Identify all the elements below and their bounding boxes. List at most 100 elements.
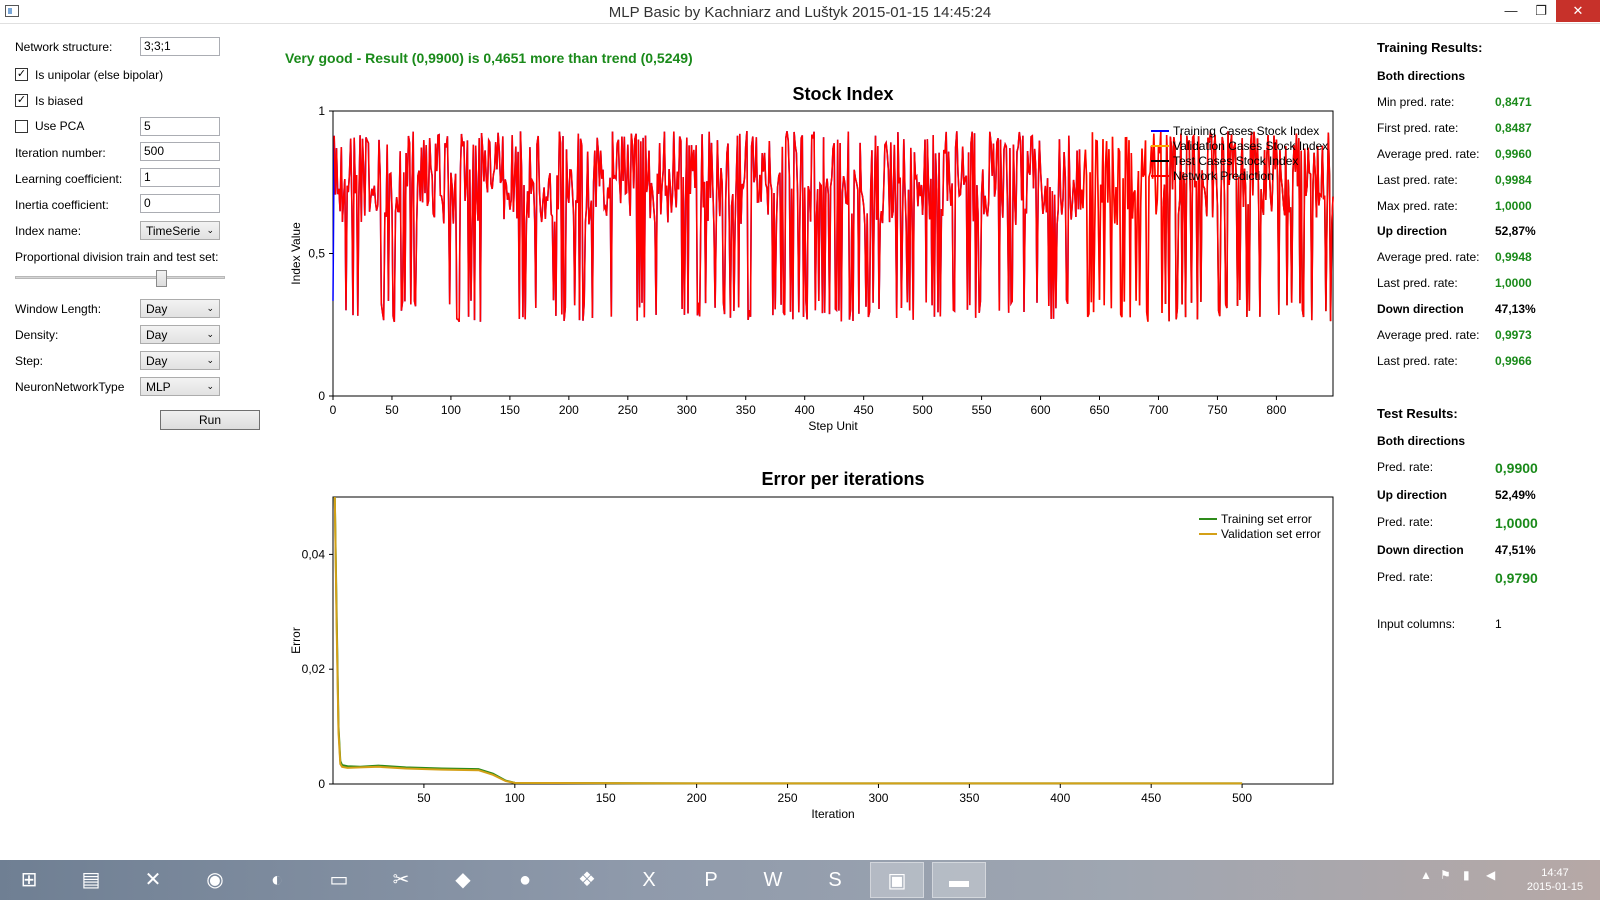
training-down-label: Down direction [1377,302,1464,316]
window-title: MLP Basic by Kachniarz and Luštyk 2015-0… [608,4,992,21]
input-columns-value: 1 [1495,617,1502,631]
x-tick-label: 200 [559,403,579,417]
sourcetree-icon[interactable]: ❖ [578,869,596,891]
pca-input[interactable]: 5 [140,117,220,136]
test-up-label: Up direction [1377,488,1448,502]
x-tick-label: 450 [854,403,874,417]
stock-index-chart: 0 50 100 150 200 250 300 350 400 450 500 550 600 650 7… [289,105,1334,433]
x-tick-label: 800 [1266,403,1286,417]
training-row-label: Last pred. rate: [1377,173,1458,187]
start-icon[interactable]: ⊞ [20,869,38,891]
chevron-down-icon: ⌄ [206,225,214,235]
run-button[interactable]: Run [160,410,260,430]
test-down-label: Down direction [1377,543,1464,557]
series-line-prediction [333,129,1334,323]
x-tick-label: 100 [505,791,525,805]
stock-index-title: Stock Index [792,84,894,104]
test-down-rate-value: 0,9790 [1495,570,1538,586]
density-value: Day [146,328,168,342]
training-both-label: Both directions [1377,69,1466,83]
flag-icon[interactable]: ⚑ [1440,868,1451,882]
test-up-rate-value: 1,0000 [1495,515,1538,531]
x-tick-label: 0 [330,403,337,417]
test-down-pct: 47,51% [1495,543,1536,557]
nn-type-select[interactable]: MLP ⌄ [140,377,220,396]
density-label: Density: [15,328,59,342]
plot-area [332,496,1334,785]
mlp-app-icon[interactable]: ▣ [870,862,924,898]
inertia-label: Inertia coefficient: [15,198,109,212]
x-tick-label: 700 [1148,403,1168,417]
gimp-icon[interactable]: ◐ [270,869,284,891]
legend-label: Test Cases Stock Index [1173,154,1298,168]
learning-input[interactable]: 1 [140,168,220,187]
clock-date: 2015-01-15 [1526,881,1584,893]
skype-icon[interactable]: S [828,869,842,891]
network-icon[interactable]: ▮ [1463,868,1470,882]
inertia-input[interactable]: 0 [140,194,220,213]
unipolar-checkbox[interactable]: ✓ [15,68,28,81]
y-axis-label: Error [289,627,303,654]
minimize-button[interactable]: — [1504,3,1518,18]
close-button[interactable]: ✕ [1556,0,1600,22]
y-tick-label: 0 [318,389,325,403]
cmd-icon[interactable]: ▬ [932,862,986,898]
legend-label: Training set error [1221,512,1312,526]
network-structure-input[interactable]: 3;3;1 [140,37,220,56]
pca-checkbox[interactable] [15,120,28,133]
visual-studio-icon[interactable]: ◆ [455,869,471,891]
x-tick-label: 400 [1050,791,1070,805]
nn-type-value: MLP [146,380,171,394]
x-tick-label: 600 [1031,403,1051,417]
proportion-slider-thumb[interactable] [156,270,167,287]
file-explorer-icon[interactable]: ▤ [81,869,101,891]
index-name-select[interactable]: TimeSerie ⌄ [140,221,220,240]
iteration-input[interactable]: 500 [140,142,220,161]
snipping-tool-icon[interactable]: ✂ [392,869,410,891]
training-results-title: Training Results: [1377,40,1483,55]
folder-icon[interactable]: ▭ [329,869,349,891]
training-row-value: 0,9960 [1495,147,1532,161]
training-row-label: Last pred. rate: [1377,354,1458,368]
window-length-select[interactable]: Day ⌄ [140,299,220,318]
density-select[interactable]: Day ⌄ [140,325,220,344]
powerpoint-icon[interactable]: P [704,869,718,891]
input-columns-label: Input columns: [1377,617,1456,631]
chrome-icon[interactable]: ◉ [206,869,224,891]
index-name-value: TimeSerie [146,224,201,238]
x-tick-label: 550 [972,403,992,417]
x-tick-label: 450 [1141,791,1161,805]
maximize-button[interactable]: ❐ [1535,3,1547,18]
x-tick-label: 50 [417,791,431,805]
tray-up-arrow-icon[interactable]: ▲ [1420,868,1432,882]
app-icon[interactable] [5,5,19,17]
training-row-value: 0,9948 [1495,250,1532,264]
step-select[interactable]: Day ⌄ [140,351,220,370]
step-value: Day [146,354,168,368]
chevron-down-icon: ⌄ [206,355,214,365]
training-row-label: Last pred. rate: [1377,276,1458,290]
clock-time: 14:47 [1541,867,1569,879]
index-name-label: Index name: [15,224,82,238]
training-up-pct: 52,87% [1495,224,1536,238]
volume-icon[interactable]: ◀ [1486,868,1496,882]
biased-checkbox[interactable]: ✓ [15,94,28,107]
app-x-icon[interactable]: ✕ [144,869,162,891]
x-axis-label: Step Unit [808,419,858,433]
taskbar-clock[interactable]: 14:47 2015-01-15 [1520,866,1590,894]
x-axis-label: Iteration [811,807,854,821]
y-axis-label: Index Value [289,222,303,285]
window-length-label: Window Length: [15,302,102,316]
x-tick-label: 150 [500,403,520,417]
unipolar-label: Is unipolar (else bipolar) [35,68,164,82]
word-icon[interactable]: W [763,869,783,891]
y-tick-label: 0,04 [302,547,326,561]
training-row-label: Average pred. rate: [1377,147,1480,161]
github-icon[interactable]: ● [518,869,532,891]
proportion-slider-track[interactable] [15,276,225,279]
x-tick-label: 150 [596,791,616,805]
x-tick-label: 500 [1232,791,1252,805]
legend-label: Validation Cases Stock Index [1173,139,1328,153]
excel-icon[interactable]: X [642,869,656,891]
y-tick-label: 1 [318,105,325,118]
